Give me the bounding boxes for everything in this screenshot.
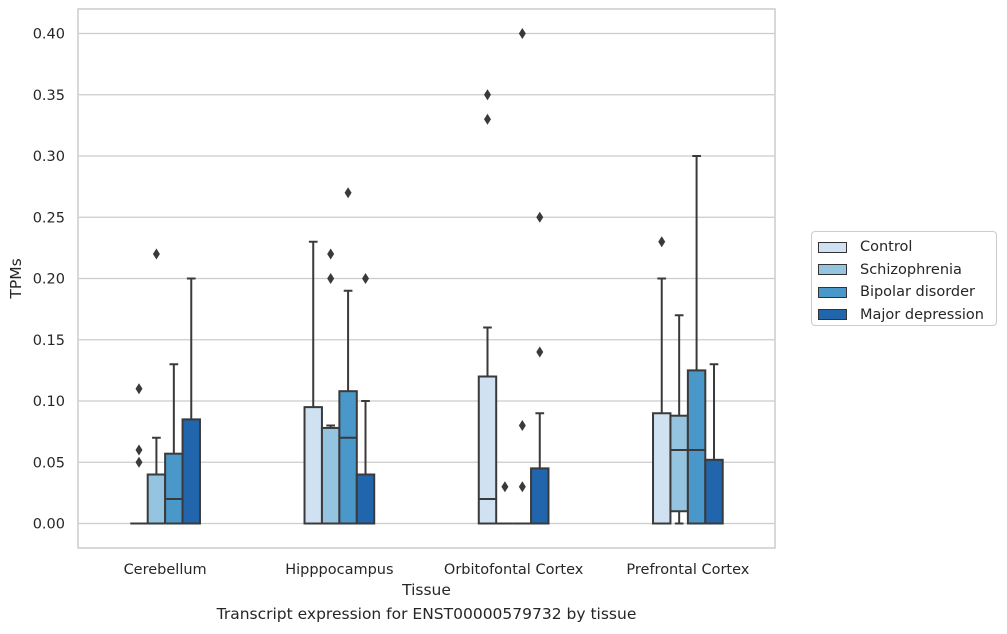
- legend-label: Control: [860, 239, 913, 256]
- chart-caption: Transcript expression for ENST0000057973…: [216, 605, 637, 623]
- y-tick-label: 0.30: [33, 149, 65, 165]
- box-body: [652, 412, 672, 525]
- box-body: [164, 452, 184, 525]
- box-body: [355, 473, 376, 525]
- y-axis-label: TPMs: [7, 258, 25, 299]
- outlier-point: [135, 383, 143, 395]
- box-body: [303, 406, 323, 525]
- outlier-point: [518, 420, 526, 431]
- box-major-depression: [530, 211, 550, 525]
- box-body: [669, 414, 689, 513]
- box-bipolar-disorder: [164, 363, 184, 525]
- box-control: [130, 383, 148, 525]
- box-bipolar-disorder: [686, 155, 707, 525]
- outlier-point: [518, 481, 526, 493]
- box-control: [303, 240, 323, 525]
- x-tick-label: Hipppocampus: [285, 562, 393, 578]
- legend-swatch: [818, 309, 847, 321]
- box-control: [652, 236, 672, 525]
- box-schizophrenia: [496, 481, 514, 525]
- legend-label: Major depression: [860, 306, 984, 323]
- outlier-point: [152, 248, 160, 260]
- box-major-depression: [181, 277, 201, 525]
- outlier-point: [135, 456, 143, 468]
- legend-swatch: [818, 241, 847, 253]
- outlier-point: [327, 248, 335, 260]
- box-major-depression: [704, 363, 724, 525]
- y-tick-label: 0.00: [33, 517, 65, 533]
- box-body: [686, 369, 707, 525]
- box-schizophrenia: [146, 248, 167, 525]
- box-schizophrenia: [320, 248, 341, 525]
- legend-swatch: [818, 264, 847, 276]
- legend-label: Bipolar disorder: [860, 284, 975, 301]
- outlier-point: [483, 113, 491, 125]
- y-tick-label: 0.10: [33, 394, 65, 410]
- outlier-point: [501, 481, 509, 493]
- outlier-point: [536, 346, 544, 358]
- outlier-point: [483, 89, 491, 101]
- legend: Control Schizophrenia Bipolar disorder Majo…: [811, 231, 997, 326]
- x-axis-label: Tissue: [401, 581, 451, 599]
- x-tick-label: Cerebellum: [124, 562, 207, 578]
- legend-item: Bipolar disorder: [818, 281, 996, 304]
- box-body: [146, 473, 167, 525]
- outlier-point: [518, 28, 526, 39]
- legend-item: Control: [818, 236, 996, 259]
- outlier-point: [362, 273, 370, 284]
- box-body: [338, 390, 358, 525]
- box-bipolar-disorder: [513, 28, 532, 525]
- box-body: [704, 458, 724, 525]
- box-body: [530, 467, 550, 525]
- legend-item: Schizophrenia: [818, 259, 996, 282]
- box-major-depression: [355, 273, 376, 525]
- y-tick-label: 0.05: [33, 455, 65, 471]
- outlier-point: [536, 211, 544, 223]
- box-body: [320, 426, 341, 525]
- box-body: [181, 418, 201, 525]
- y-tick-label: 0.35: [33, 88, 65, 104]
- y-tick-label: 0.20: [33, 272, 65, 288]
- outlier-point: [658, 236, 666, 248]
- y-tick-label: 0.15: [33, 333, 65, 349]
- legend-swatch: [818, 286, 847, 298]
- outlier-point: [327, 273, 335, 284]
- y-tick-label: 0.25: [33, 210, 65, 226]
- box-body: [477, 375, 498, 525]
- box-control: [477, 89, 498, 525]
- y-tick-label: 0.40: [33, 27, 65, 43]
- outlier-point: [344, 187, 352, 199]
- legend-label: Schizophrenia: [860, 261, 962, 278]
- x-tick-label: Prefrontal Cortex: [626, 562, 749, 578]
- outlier-point: [135, 444, 143, 456]
- legend-item: Major depression: [818, 304, 996, 327]
- box-bipolar-disorder: [338, 187, 358, 525]
- box-schizophrenia: [669, 314, 689, 525]
- plot-frame: [77, 8, 776, 549]
- x-tick-label: Orbitofontal Cortex: [444, 562, 584, 578]
